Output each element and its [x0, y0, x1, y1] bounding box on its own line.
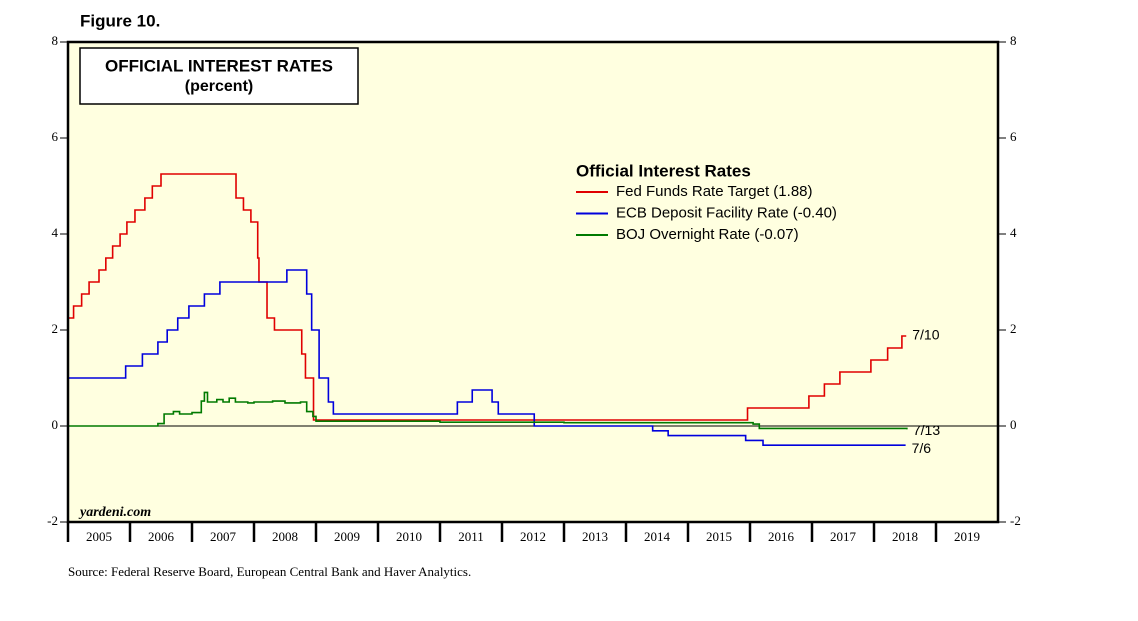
legend-title: Official Interest Rates: [576, 161, 751, 180]
legend-label: BOJ Overnight Rate (-0.07): [616, 226, 799, 243]
x-tick-label: 2006: [148, 529, 175, 544]
series-line: [68, 269, 906, 446]
x-tick-label: 2012: [520, 529, 546, 544]
plot-border: [66, 40, 1000, 524]
title-box: [79, 47, 359, 105]
end-label: 7/13: [913, 422, 940, 438]
chart-subtitle: (percent): [185, 78, 253, 95]
x-tick-label: 2005: [86, 529, 112, 544]
watermark: yardeni.com: [78, 505, 151, 520]
x-tick-label: 2013: [582, 529, 608, 544]
y-tick-label: 8: [52, 33, 59, 48]
x-tick-label: 2008: [272, 529, 298, 544]
x-tick-label: 2019: [954, 529, 980, 544]
y2-tick-label: 4: [1010, 225, 1017, 240]
legend-label: ECB Deposit Facility Rate (-0.40): [616, 204, 837, 221]
y2-tick-label: 8: [1010, 33, 1017, 48]
series-line: [68, 173, 907, 421]
y2-tick-label: 6: [1010, 129, 1017, 144]
x-tick-label: 2009: [334, 529, 360, 544]
x-tick-label: 2011: [458, 529, 484, 544]
end-label: 7/10: [912, 327, 939, 343]
y-tick-label: 6: [52, 129, 59, 144]
y2-tick-label: -2: [1010, 513, 1021, 528]
x-tick-label: 2017: [830, 529, 857, 544]
chart-title: OFFICIAL INTEREST RATES: [105, 56, 333, 75]
figure-label: Figure 10.: [80, 11, 160, 30]
x-tick-label: 2015: [706, 529, 732, 544]
y-tick-label: 2: [52, 321, 59, 336]
x-tick-label: 2010: [396, 529, 422, 544]
y-tick-label: 0: [52, 417, 59, 432]
y-tick-label: -2: [47, 513, 58, 528]
y-tick-label: 4: [52, 225, 59, 240]
y2-tick-label: 0: [1010, 417, 1017, 432]
end-label: 7/6: [912, 440, 932, 456]
x-tick-label: 2014: [644, 529, 671, 544]
x-tick-label: 2018: [892, 529, 918, 544]
x-tick-label: 2016: [768, 529, 795, 544]
plot-area: [68, 42, 998, 522]
series-line: [68, 391, 908, 430]
legend-label: Fed Funds Rate Target (1.88): [616, 183, 813, 200]
source-note: Source: Federal Reserve Board, European …: [68, 564, 471, 579]
x-tick-label: 2007: [210, 529, 237, 544]
y2-tick-label: 2: [1010, 321, 1017, 336]
